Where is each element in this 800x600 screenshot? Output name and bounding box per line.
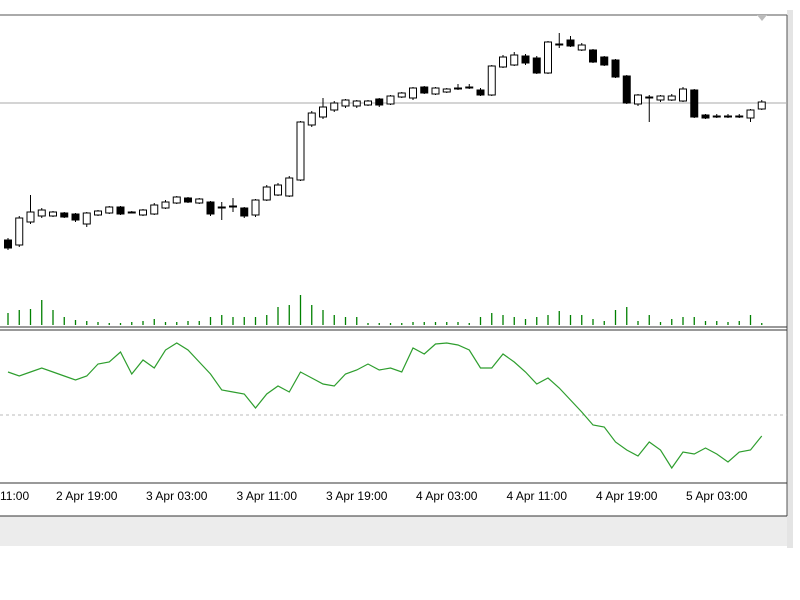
candle-body: [656, 95, 665, 101]
x-tick-label: 3 Apr 03:00: [146, 489, 208, 503]
candle-body: [307, 112, 316, 126]
candle-body: [229, 205, 237, 208]
candle-body: [532, 57, 541, 74]
candle-body: [622, 75, 631, 104]
x-tick-label: 5 Apr 03:00: [686, 489, 748, 503]
candle-body: [712, 115, 721, 118]
candle-body: [589, 49, 597, 63]
candle-body: [206, 201, 215, 215]
window-shadow: [787, 10, 793, 548]
candle-body: [544, 41, 552, 74]
candle-body: [184, 197, 192, 203]
x-tick-label: 11:00: [0, 489, 29, 503]
x-tick-label: 3 Apr 19:00: [326, 489, 388, 503]
candle-body: [49, 211, 57, 217]
candle-body: [611, 59, 620, 78]
candle-body: [26, 211, 35, 223]
candle-body: [139, 209, 147, 216]
candle-body: [746, 109, 755, 119]
status-strip: [0, 516, 787, 546]
candle-body: [487, 65, 496, 96]
candle-body: [274, 184, 282, 196]
candle-body: [679, 88, 687, 102]
candle-body: [60, 212, 69, 218]
candle-body: [476, 89, 485, 96]
candle-body: [701, 114, 710, 119]
candle-body: [521, 55, 530, 64]
candle-body: [735, 115, 744, 118]
candle-body: [105, 206, 114, 214]
candle-body: [634, 94, 642, 105]
candle-body: [341, 99, 350, 107]
x-tick-label: 4 Apr 11:00: [507, 489, 568, 503]
candle-body: [442, 88, 451, 93]
candle-body: [397, 92, 406, 98]
candle-body: [94, 210, 102, 216]
candle-body: [386, 95, 395, 105]
candle-body: [364, 100, 372, 106]
candle-body: [465, 86, 474, 89]
candle-body: [330, 102, 339, 111]
candle-body: [82, 212, 91, 225]
candle-body: [4, 239, 12, 249]
candle-body: [150, 204, 159, 215]
candle-body: [566, 39, 575, 47]
candle-body: [15, 217, 24, 246]
candle-body: [431, 87, 440, 95]
candle-body: [127, 211, 136, 214]
candle-body: [510, 54, 519, 66]
candle-body: [116, 206, 125, 215]
x-tick-label: 3 Apr 11:00: [237, 489, 298, 503]
candle-body: [262, 186, 271, 201]
shift-marker: [757, 15, 767, 21]
x-tick-label: 4 Apr 19:00: [596, 489, 658, 503]
candle-body: [667, 95, 676, 101]
candle-body: [285, 177, 294, 197]
x-tick-label: 2 Apr 19:00: [56, 489, 118, 503]
candle-body: [420, 86, 429, 94]
candle-body: [319, 106, 327, 118]
candle-body: [172, 196, 181, 204]
candle-body: [296, 121, 305, 181]
candle-body: [161, 201, 170, 209]
indicator-line: [7, 342, 763, 470]
candle-body: [724, 115, 732, 118]
candle-body: [240, 207, 249, 217]
candle-body: [555, 43, 564, 46]
x-tick-label: 4 Apr 03:00: [416, 489, 478, 503]
candle-body: [375, 98, 384, 106]
candle-body: [71, 213, 80, 221]
candle-body: [217, 206, 226, 209]
candle-body: [577, 44, 586, 51]
candle-body: [645, 96, 654, 99]
candle-body: [251, 199, 260, 216]
candle-body: [195, 198, 204, 204]
candle-body: [409, 87, 417, 99]
candle-body: [37, 209, 46, 217]
candle-body: [454, 87, 462, 90]
candle-body: [352, 100, 361, 107]
candle-body: [690, 89, 699, 118]
candle-body: [499, 56, 507, 68]
candle-body: [600, 56, 609, 66]
candle-body: [757, 101, 766, 110]
